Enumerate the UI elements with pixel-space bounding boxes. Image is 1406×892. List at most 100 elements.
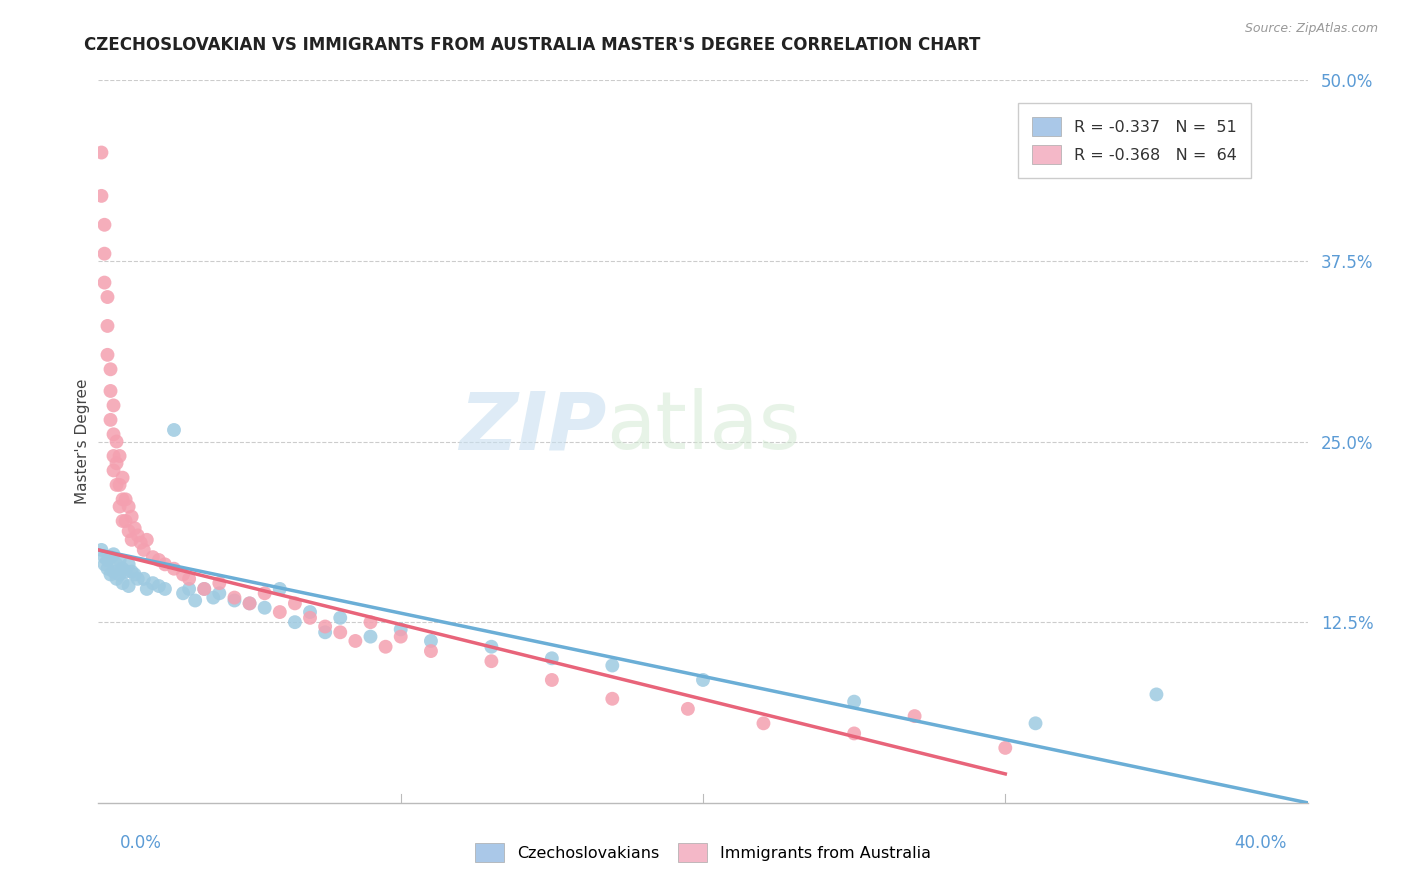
Point <box>299 611 322 625</box>
Point <box>96 290 118 304</box>
Point <box>105 478 128 492</box>
Point <box>111 562 134 576</box>
Point <box>108 500 131 514</box>
Point <box>135 582 157 596</box>
Point <box>121 509 143 524</box>
Point <box>179 572 201 586</box>
Point <box>93 246 115 260</box>
Point <box>142 550 165 565</box>
Point <box>844 695 866 709</box>
Point <box>284 615 307 630</box>
Point <box>844 726 866 740</box>
Point <box>142 576 165 591</box>
Point <box>124 521 146 535</box>
Point <box>1024 716 1046 731</box>
Point <box>103 565 125 579</box>
Point <box>127 528 149 542</box>
Point <box>299 605 322 619</box>
Point <box>96 318 118 333</box>
Point <box>93 276 115 290</box>
Point <box>93 558 115 572</box>
Point <box>111 492 134 507</box>
Point <box>602 691 624 706</box>
Point <box>153 582 176 596</box>
Point <box>100 413 122 427</box>
Point <box>239 596 262 610</box>
Point <box>193 582 215 596</box>
Point <box>314 625 336 640</box>
Point <box>121 533 143 547</box>
Point <box>100 362 122 376</box>
Y-axis label: Master's Degree: Master's Degree <box>75 379 90 504</box>
Point <box>184 593 207 607</box>
Point <box>224 591 246 605</box>
Point <box>329 625 352 640</box>
Point <box>172 567 194 582</box>
Point <box>602 658 624 673</box>
Point <box>114 514 136 528</box>
Point <box>100 567 122 582</box>
Point <box>100 550 122 565</box>
Point <box>103 427 125 442</box>
Point <box>481 654 503 668</box>
Text: ZIP: ZIP <box>458 388 606 467</box>
Point <box>114 565 136 579</box>
Text: 0.0%: 0.0% <box>120 834 162 852</box>
Point <box>208 586 231 600</box>
Point <box>269 605 291 619</box>
Point <box>314 619 336 633</box>
Point <box>105 558 128 572</box>
Point <box>208 576 231 591</box>
Point <box>118 524 141 538</box>
Point <box>111 514 134 528</box>
Point <box>224 593 246 607</box>
Legend: Czechoslovakians, Immigrants from Australia: Czechoslovakians, Immigrants from Austra… <box>468 837 938 868</box>
Point <box>284 596 307 610</box>
Point <box>389 630 412 644</box>
Point <box>96 348 118 362</box>
Point <box>114 492 136 507</box>
Point <box>100 384 122 398</box>
Point <box>132 572 155 586</box>
Point <box>163 562 186 576</box>
Point <box>118 558 141 572</box>
Point <box>108 478 131 492</box>
Point <box>105 434 128 449</box>
Point <box>93 218 115 232</box>
Point <box>111 576 134 591</box>
Point <box>129 535 152 549</box>
Point <box>202 591 225 605</box>
Point <box>389 623 412 637</box>
Point <box>108 553 131 567</box>
Point <box>153 558 176 572</box>
Point <box>692 673 714 687</box>
Point <box>360 615 382 630</box>
Point <box>105 572 128 586</box>
Text: atlas: atlas <box>606 388 800 467</box>
Point <box>118 579 141 593</box>
Point <box>481 640 503 654</box>
Text: Source: ZipAtlas.com: Source: ZipAtlas.com <box>1244 22 1378 36</box>
Point <box>904 709 927 723</box>
Point <box>329 611 352 625</box>
Point <box>127 572 149 586</box>
Text: CZECHOSLOVAKIAN VS IMMIGRANTS FROM AUSTRALIA MASTER'S DEGREE CORRELATION CHART: CZECHOSLOVAKIAN VS IMMIGRANTS FROM AUSTR… <box>84 36 981 54</box>
Point <box>360 630 382 644</box>
Point <box>121 565 143 579</box>
Point <box>132 542 155 557</box>
Point <box>105 456 128 470</box>
Point <box>108 567 131 582</box>
Legend: R = -0.337   N =  51, R = -0.368   N =  64: R = -0.337 N = 51, R = -0.368 N = 64 <box>1018 103 1251 178</box>
Text: 40.0%: 40.0% <box>1234 834 1286 852</box>
Point <box>96 562 118 576</box>
Point <box>148 553 170 567</box>
Point <box>163 423 186 437</box>
Point <box>374 640 396 654</box>
Point <box>148 579 170 593</box>
Point <box>1144 687 1167 701</box>
Point <box>420 644 443 658</box>
Point <box>118 500 141 514</box>
Point <box>540 673 562 687</box>
Point <box>93 550 115 565</box>
Point <box>193 582 215 596</box>
